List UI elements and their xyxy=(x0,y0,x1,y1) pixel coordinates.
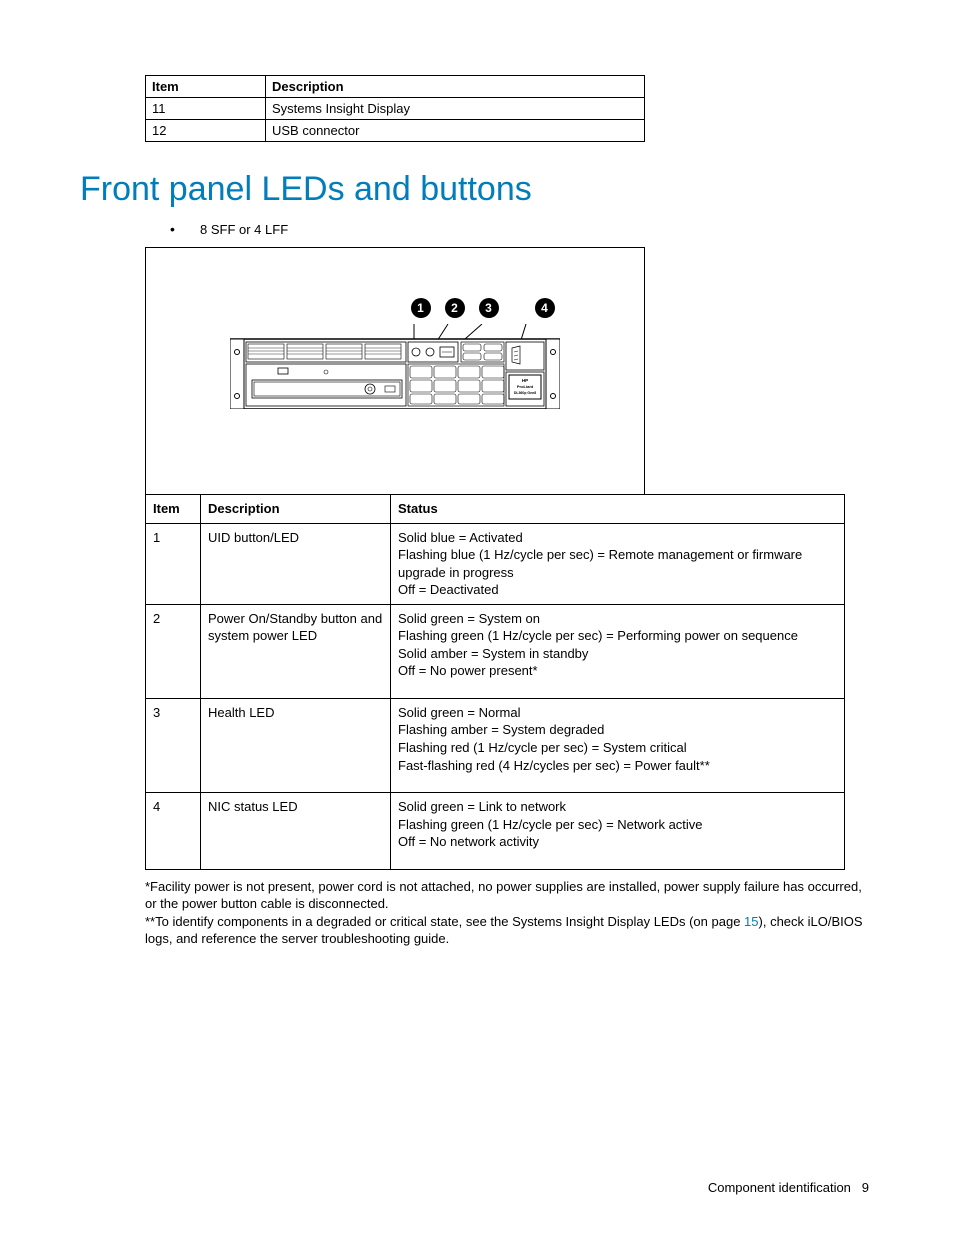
table-row: 1 UID button/LED Solid blue = ActivatedF… xyxy=(146,523,845,604)
svg-text:ProLiant: ProLiant xyxy=(517,384,534,389)
table-row: 12 USB connector xyxy=(146,120,645,142)
callout-row: 1 2 3 4 xyxy=(411,298,555,318)
cell-item: 12 xyxy=(146,120,266,142)
cell-description: UID button/LED xyxy=(201,523,391,604)
cell-item: 3 xyxy=(146,698,201,792)
th-item: Item xyxy=(146,495,201,524)
section-heading: Front panel LEDs and buttons xyxy=(80,170,869,209)
cell-item: 1 xyxy=(146,523,201,604)
cell-description: Power On/Standby button and system power… xyxy=(201,604,391,698)
svg-text:HP: HP xyxy=(522,378,528,383)
server-front-illustration: HP ProLiant DL360p Gen8 xyxy=(230,324,560,409)
cell-item: 4 xyxy=(146,793,201,870)
table-row: 2 Power On/Standby button and system pow… xyxy=(146,604,845,698)
cell-item: 11 xyxy=(146,98,266,120)
cell-description: NIC status LED xyxy=(201,793,391,870)
cell-status: Solid green = NormalFlashing amber = Sys… xyxy=(391,698,845,792)
th-description: Description xyxy=(201,495,391,524)
footnote-2: **To identify components in a degraded o… xyxy=(145,913,865,948)
item-description-table: Item Description 11 Systems Insight Disp… xyxy=(145,75,645,142)
cell-status: Solid blue = ActivatedFlashing blue (1 H… xyxy=(391,523,845,604)
th-description: Description xyxy=(266,76,645,98)
callout-badge: 4 xyxy=(535,298,555,318)
callout-badge: 3 xyxy=(479,298,499,318)
footer-section: Component identification xyxy=(708,1180,851,1195)
front-panel-diagram: 1 2 3 4 xyxy=(145,247,645,494)
cell-description: Health LED xyxy=(201,698,391,792)
table-row: 3 Health LED Solid green = NormalFlashin… xyxy=(146,698,845,792)
table-row: 4 NIC status LED Solid green = Link to n… xyxy=(146,793,845,870)
svg-text:DL360p Gen8: DL360p Gen8 xyxy=(514,391,536,395)
cell-status: Solid green = System onFlashing green (1… xyxy=(391,604,845,698)
callout-badge: 1 xyxy=(411,298,431,318)
page-link[interactable]: 15 xyxy=(744,914,758,929)
page-content: Item Description 11 Systems Insight Disp… xyxy=(0,0,954,988)
config-bullet: 8 SFF or 4 LFF xyxy=(170,221,869,237)
cell-item: 2 xyxy=(146,604,201,698)
footnote-1: *Facility power is not present, power co… xyxy=(145,878,865,913)
cell-status: Solid green = Link to networkFlashing gr… xyxy=(391,793,845,870)
footnotes: *Facility power is not present, power co… xyxy=(145,878,865,948)
cell-description: Systems Insight Display xyxy=(266,98,645,120)
led-status-table: Item Description Status 1 UID button/LED… xyxy=(145,494,845,870)
th-item: Item xyxy=(146,76,266,98)
th-status: Status xyxy=(391,495,845,524)
page-footer: Component identification 9 xyxy=(708,1180,869,1195)
table-row: 11 Systems Insight Display xyxy=(146,98,645,120)
footer-page-number: 9 xyxy=(862,1180,869,1195)
cell-description: USB connector xyxy=(266,120,645,142)
callout-badge: 2 xyxy=(445,298,465,318)
